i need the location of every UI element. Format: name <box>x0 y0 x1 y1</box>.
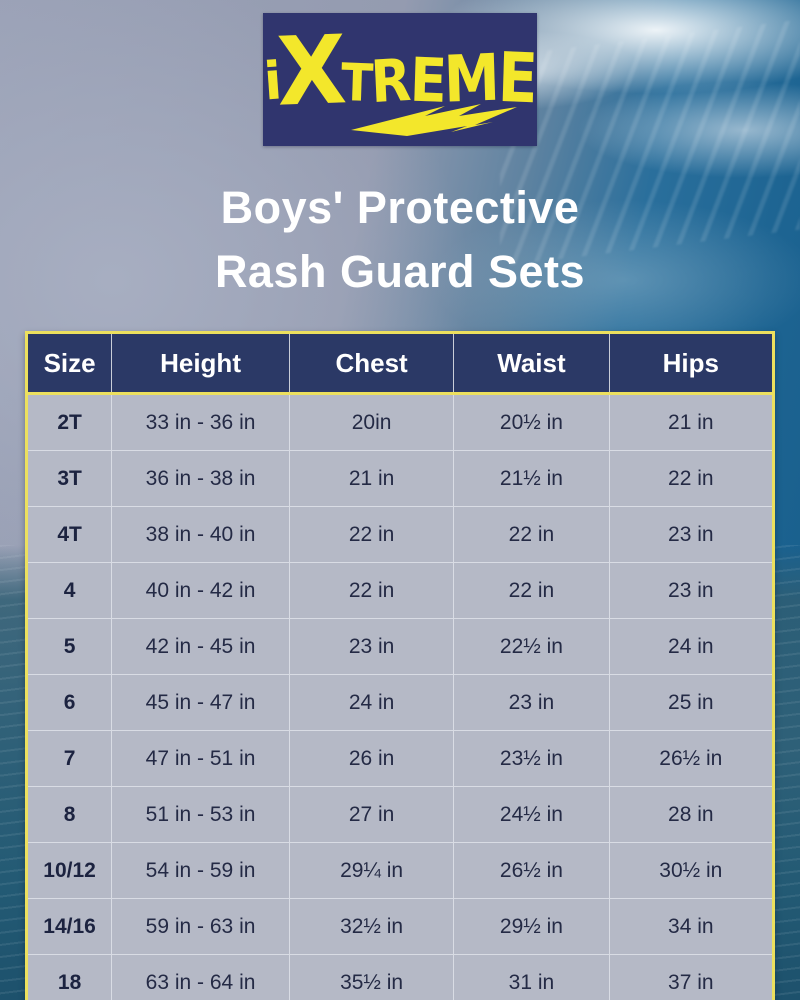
measurement-cell: 22 in <box>288 562 455 619</box>
size-cell: 4 <box>25 562 113 619</box>
measurement-cell: 59 in - 63 in <box>111 898 290 955</box>
table-row: 5 42 in - 45 in 23 in 22½ in 24 in <box>25 618 775 675</box>
measurement-cell: 22 in <box>288 506 455 563</box>
measurement-cell: 51 in - 53 in <box>111 786 290 843</box>
measurement-cell: 28 in <box>608 786 775 843</box>
logo-letter-t: T <box>340 52 373 115</box>
header-hips: Hips <box>609 332 774 395</box>
table-row: 10/12 54 in - 59 in 29¼ in 26½ in 30½ in <box>25 842 775 899</box>
logo-letter-r: R <box>369 46 412 117</box>
table-row: 4T 38 in - 40 in 22 in 22 in 23 in <box>25 506 775 563</box>
header-height: Height <box>111 332 290 395</box>
measurement-cell: 24 in <box>288 674 455 731</box>
table-row: 7 47 in - 51 in 26 in 23½ in 26½ in <box>25 730 775 787</box>
measurement-cell: 27 in <box>288 786 455 843</box>
logo-letter-x: X <box>275 15 347 128</box>
lightning-bolt-icon <box>351 103 517 136</box>
measurement-cell: 26 in <box>288 730 455 787</box>
size-cell: 4T <box>25 506 113 563</box>
measurement-cell: 31 in <box>453 954 610 1000</box>
measurement-cell: 23 in <box>608 506 775 563</box>
measurement-cell: 26½ in <box>453 842 610 899</box>
size-chart-table: Size Height Chest Waist Hips 2T 33 in - 3… <box>25 331 775 1000</box>
measurement-cell: 25 in <box>608 674 775 731</box>
table-row: 8 51 in - 53 in 27 in 24½ in 28 in <box>25 786 775 843</box>
logo-letter-e: E <box>408 44 446 117</box>
header-size: Size <box>26 332 113 395</box>
table-header-row: Size Height Chest Waist Hips <box>26 332 774 395</box>
size-cell: 18 <box>25 954 113 1000</box>
header-chest: Chest <box>289 332 455 395</box>
measurement-cell: 34 in <box>608 898 775 955</box>
measurement-cell: 35½ in <box>288 954 455 1000</box>
measurement-cell: 26½ in <box>608 730 775 787</box>
measurement-cell: 37 in <box>608 954 775 1000</box>
measurement-cell: 22 in <box>608 450 775 507</box>
measurement-cell: 36 in - 38 in <box>111 450 290 507</box>
measurement-cell: 22 in <box>453 562 610 619</box>
measurement-cell: 38 in - 40 in <box>111 506 290 563</box>
measurement-cell: 23 in <box>608 562 775 619</box>
measurement-cell: 22 in <box>453 506 610 563</box>
size-cell: 5 <box>25 618 113 675</box>
table-row: 6 45 in - 47 in 24 in 23 in 25 in <box>25 674 775 731</box>
measurement-cell: 30½ in <box>608 842 775 899</box>
table-row: 3T 36 in - 38 in 21 in 21½ in 22 in <box>25 450 775 507</box>
size-cell: 7 <box>25 730 113 787</box>
measurement-cell: 47 in - 51 in <box>111 730 290 787</box>
measurement-cell: 24 in <box>608 618 775 675</box>
page-title-line2: Rash Guard Sets <box>214 246 586 297</box>
measurement-cell: 63 in - 64 in <box>111 954 290 1000</box>
page-title-line1: Boys' Protective <box>220 182 580 233</box>
measurement-cell: 20in <box>288 393 455 451</box>
table-row: 18 63 in - 64 in 35½ in 31 in 37 in <box>25 954 775 1000</box>
size-cell: 10/12 <box>25 842 113 899</box>
measurement-cell: 21 in <box>288 450 455 507</box>
measurement-cell: 24½ in <box>453 786 610 843</box>
measurement-cell: 22½ in <box>453 618 610 675</box>
measurement-cell: 23 in <box>288 618 455 675</box>
measurement-cell: 23 in <box>453 674 610 731</box>
measurement-cell: 21 in <box>608 393 775 451</box>
measurement-cell: 32½ in <box>288 898 455 955</box>
measurement-cell: 29½ in <box>453 898 610 955</box>
logo-letter-e: E <box>497 37 537 120</box>
size-cell: 6 <box>25 674 113 731</box>
size-cell: 2T <box>25 393 113 451</box>
measurement-cell: 33 in - 36 in <box>111 393 290 451</box>
header-waist: Waist <box>453 332 610 395</box>
measurement-cell: 40 in - 42 in <box>111 562 290 619</box>
logo-letter-m: M <box>443 41 500 119</box>
size-cell: 14/16 <box>25 898 113 955</box>
measurement-cell: 29¼ in <box>288 842 455 899</box>
page-title: Boys' Protective Rash Guard Sets <box>0 176 800 304</box>
measurement-cell: 21½ in <box>453 450 610 507</box>
table-row: 2T 33 in - 36 in 20in 20½ in 21 in <box>25 393 775 451</box>
size-table-body: 2T 33 in - 36 in 20in 20½ in 21 in 3T 36 in - … <box>25 393 775 1000</box>
table-row: 4 40 in - 42 in 22 in 22 in 23 in <box>25 562 775 619</box>
measurement-cell: 20½ in <box>453 393 610 451</box>
measurement-cell: 23½ in <box>453 730 610 787</box>
measurement-cell: 45 in - 47 in <box>111 674 290 731</box>
measurement-cell: 42 in - 45 in <box>111 618 290 675</box>
size-cell: 8 <box>25 786 113 843</box>
size-cell: 3T <box>25 450 113 507</box>
measurement-cell: 54 in - 59 in <box>111 842 290 899</box>
table-row: 14/16 59 in - 63 in 32½ in 29½ in 34 in <box>25 898 775 955</box>
